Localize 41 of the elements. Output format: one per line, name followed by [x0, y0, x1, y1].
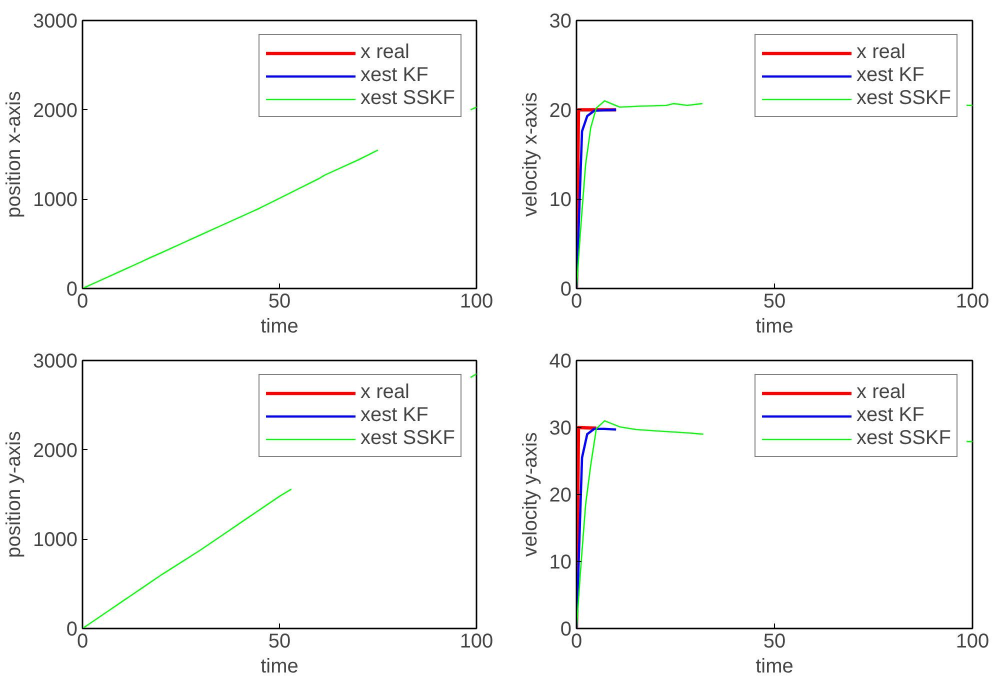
legend-label: xest KF [360, 64, 428, 87]
y-tick-label: 40 [549, 350, 572, 372]
legend-label: xest KF [856, 64, 924, 87]
legend-label: xest SSKF [360, 427, 455, 450]
legend-label: xest SSKF [856, 427, 951, 450]
x-tick-label: 50 [763, 290, 786, 312]
x-axis-title: time [756, 656, 794, 678]
legend-label: xest SSKF [360, 87, 455, 110]
y-tick-label: 1000 [33, 529, 78, 552]
y-tick-label: 10 [549, 552, 572, 574]
y-tick-label: 10 [549, 189, 572, 212]
x-tick-label: 50 [268, 630, 291, 652]
y-tick-label: 1000 [33, 189, 78, 212]
y-axis-title: velocity y-axis [519, 432, 542, 557]
y-tick-label: 20 [549, 100, 572, 122]
x-tick-label: 100 [956, 630, 990, 652]
x-tick-label: 100 [956, 290, 990, 312]
legend-label: x real [360, 381, 410, 404]
y-axis-title: velocity x-axis [519, 92, 542, 217]
y-axis-title: position x-axis [3, 91, 26, 218]
y-tick-label: 3000 [33, 350, 78, 372]
legend-label: x real [856, 381, 906, 404]
x-tick-label: 100 [460, 630, 494, 652]
legend-label: xest KF [856, 404, 924, 427]
y-tick-label: 2000 [33, 440, 78, 462]
y-tick-label: 20 [549, 484, 572, 506]
x-tick-label: 100 [460, 290, 494, 312]
legend-label: x real [360, 41, 410, 64]
y-axis-title: position y-axis [3, 431, 26, 558]
y-tick-label: 2000 [33, 100, 78, 122]
legend-label: x real [856, 41, 906, 64]
y-tick-label: 3000 [33, 10, 78, 32]
y-tick-label: 30 [549, 10, 572, 32]
x-axis-title: time [756, 316, 794, 338]
x-axis-title: time [260, 656, 298, 678]
legend-label: xest SSKF [856, 87, 951, 110]
x-tick-label: 50 [268, 290, 291, 312]
legend-label: xest KF [360, 404, 428, 427]
y-tick-label: 30 [549, 418, 572, 440]
x-axis-title: time [260, 316, 298, 338]
x-tick-label: 50 [763, 630, 786, 652]
